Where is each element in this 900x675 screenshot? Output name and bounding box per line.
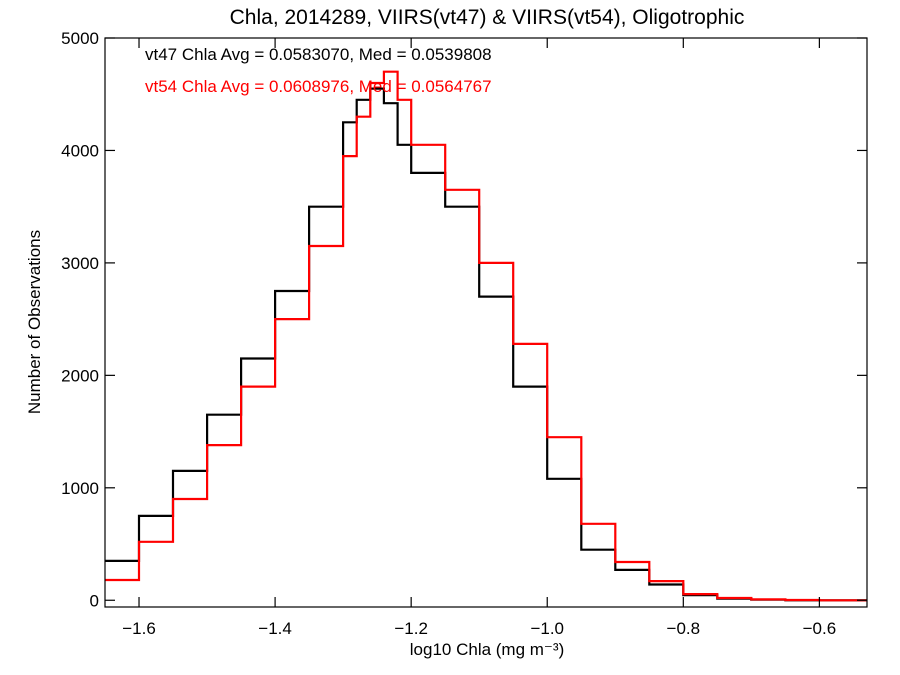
x-tick-label: −1.6 — [122, 619, 156, 638]
series-line-vt47 — [105, 87, 867, 602]
x-tick-label: −0.6 — [803, 619, 837, 638]
annotation-vt54: vt54 Chla Avg = 0.0608976, Med = 0.05647… — [145, 77, 492, 96]
y-tick-label: 4000 — [61, 141, 99, 160]
series-layer — [105, 70, 867, 602]
series-line-vt54 — [105, 70, 867, 602]
chart-title: Chla, 2014289, VIIRS(vt47) & VIIRS(vt54)… — [230, 6, 745, 29]
y-tick-label: 5000 — [61, 29, 99, 48]
y-tick-label: 3000 — [61, 254, 99, 273]
x-tick-label: −1.0 — [530, 619, 564, 638]
y-tick-label: 1000 — [61, 479, 99, 498]
y-tick-label: 2000 — [61, 366, 99, 385]
x-axis-label: log10 Chla (mg m⁻³) — [410, 640, 564, 659]
ticks-layer: −1.6 −1.4 −1.2 −1.0 −0.8 −0.6 0 1000 2000 3000 400… — [61, 29, 867, 638]
annotation-vt47: vt47 Chla Avg = 0.0583070, Med = 0.05398… — [145, 45, 492, 64]
y-tick-label: 0 — [90, 591, 99, 610]
x-tick-label: −1.4 — [258, 619, 292, 638]
x-tick-label: −0.8 — [667, 619, 701, 638]
plot-frame — [104, 37, 868, 608]
x-tick-label: −1.2 — [394, 619, 428, 638]
y-axis-label: Number of Observations — [25, 230, 44, 414]
